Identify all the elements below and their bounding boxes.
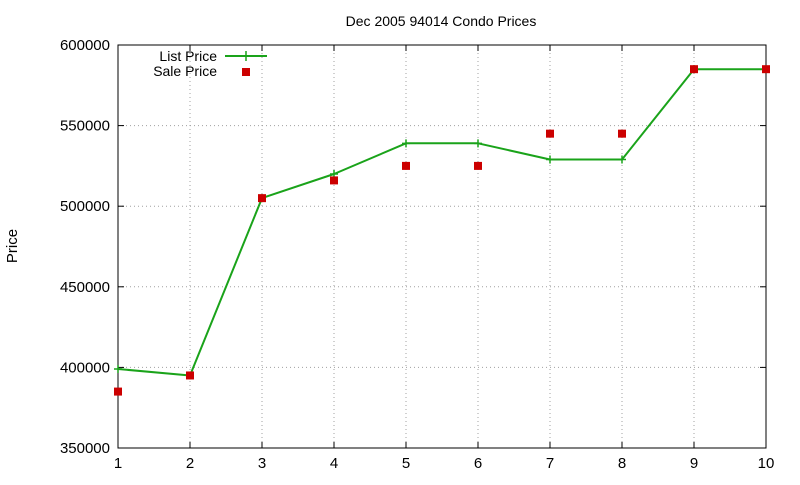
- data-point-sale-price: [546, 129, 554, 138]
- data-point-list-price: [618, 155, 626, 164]
- y-tick-label: 400000: [60, 359, 110, 376]
- legend-swatch-list-price-marker: [241, 51, 251, 61]
- data-point-list-price: [114, 365, 122, 374]
- series-list-price: [114, 65, 770, 380]
- data-point-list-price: [474, 139, 482, 148]
- y-axis-label: Price: [4, 229, 21, 263]
- x-tick-label: 7: [546, 455, 554, 472]
- x-tick-label: 9: [690, 455, 698, 472]
- data-point-sale-price: [402, 161, 410, 170]
- axis-ticks: 350000 400000 450000 500000 550000 600000 1 2 3 4…: [60, 37, 774, 472]
- x-tick-label: 2: [186, 455, 194, 472]
- x-tick-label: 10: [758, 455, 775, 472]
- x-tick-label: 5: [402, 455, 410, 472]
- legend-swatch-sale-price-marker: [242, 68, 250, 76]
- data-point-sale-price: [762, 65, 770, 74]
- data-point-sale-price: [618, 129, 626, 138]
- data-point-sale-price: [690, 65, 698, 74]
- series-sale-price: [114, 65, 770, 396]
- y-tick-label: 550000: [60, 118, 110, 135]
- x-tick-label: 1: [114, 455, 122, 472]
- x-tick-label: 8: [618, 455, 626, 472]
- y-tick-label: 450000: [60, 279, 110, 296]
- legend-label-sale-price: Sale Price: [153, 63, 217, 79]
- chart-title: Dec 2005 94014 Condo Prices: [346, 13, 537, 29]
- data-point-sale-price: [330, 176, 338, 185]
- data-series: [114, 65, 770, 396]
- data-point-list-price: [546, 155, 554, 164]
- legend: List Price Sale Price: [153, 48, 267, 79]
- data-point-sale-price: [474, 161, 482, 170]
- y-tick-label: 500000: [60, 198, 110, 215]
- data-point-sale-price: [186, 371, 194, 380]
- x-tick-label: 4: [330, 455, 338, 472]
- data-point-sale-price: [114, 387, 122, 396]
- y-tick-label: 350000: [60, 440, 110, 457]
- series-line-list-price: [117, 68, 766, 377]
- data-point-list-price: [402, 139, 410, 148]
- gridlines: [118, 45, 766, 448]
- data-point-sale-price: [258, 194, 266, 203]
- x-tick-label: 6: [474, 455, 482, 472]
- y-tick-label: 600000: [60, 37, 110, 54]
- legend-label-list-price: List Price: [159, 48, 217, 64]
- x-tick-label: 3: [258, 455, 266, 472]
- plot-frame: [117, 44, 767, 449]
